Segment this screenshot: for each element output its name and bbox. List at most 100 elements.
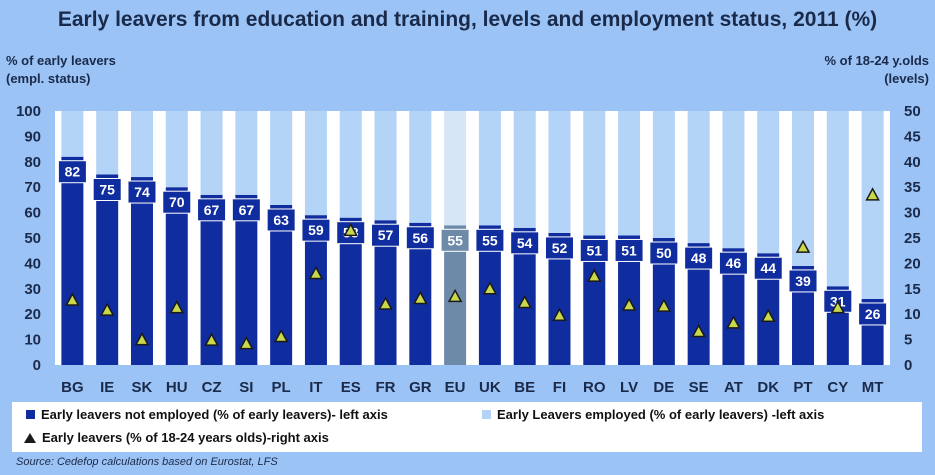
right-tick-label: 35 [904, 179, 921, 196]
bar-employed-PT [792, 111, 815, 266]
bar-not-employed-PL [270, 204, 293, 365]
source-note: Source: Cedefop calculations based on Eu… [16, 456, 278, 468]
category-label-HU: HU [166, 379, 188, 396]
category-label-AT: AT [724, 379, 743, 396]
value-label-box-RO [579, 238, 609, 262]
category-label-LV: LV [620, 379, 638, 396]
value-label-PL: 63 [273, 212, 289, 228]
value-label-GR: 56 [413, 230, 429, 246]
value-label-HU: 70 [169, 194, 185, 210]
right-tick-label: 45 [904, 128, 921, 145]
right-tick-label: 0 [904, 357, 912, 374]
bar-employed-SK [130, 111, 153, 178]
bar-employed-PL [270, 111, 293, 205]
legend-item-not-employed: Early leavers not employed (% of early l… [26, 407, 388, 422]
bar-not-employed-CZ [200, 194, 223, 365]
value-label-box-SK [127, 180, 157, 204]
left-axis-label: % of early leavers (empl. status) [6, 52, 116, 88]
category-label-IE: IE [100, 379, 114, 396]
bar-employed-DE [652, 111, 675, 238]
marker-AT [726, 315, 741, 329]
bar-employed-ES [339, 111, 362, 218]
right-tick-label: 50 [904, 103, 921, 120]
bar-employed-UK [478, 111, 501, 226]
marker-UK [482, 281, 498, 295]
category-label-BG: BG [61, 379, 84, 396]
legend-swatch-employed [482, 410, 491, 419]
right-tick-label: 20 [904, 255, 921, 272]
value-label-SI: 67 [239, 202, 255, 218]
category-label-PL: PL [272, 379, 291, 396]
category-label-ES: ES [341, 379, 361, 396]
value-label-box-HU [162, 190, 192, 214]
category-label-UK: UK [479, 379, 501, 396]
left-axis-label-line1: % of early leavers [6, 53, 116, 68]
bar-not-employed-FR [374, 220, 397, 365]
bar-not-employed-AT [722, 248, 745, 365]
bar-not-employed-RO [583, 235, 606, 365]
marker-CY [830, 300, 846, 314]
category-label-SK: SK [132, 379, 153, 396]
marker-ES [343, 222, 358, 237]
marker-CZ [204, 332, 219, 346]
bar-not-employed-IT [304, 215, 327, 365]
left-tick-label: 80 [24, 154, 41, 171]
value-label-CZ: 67 [204, 202, 220, 218]
legend: Early leavers not employed (% of early l… [12, 402, 922, 452]
right-axis-ticks: 0 5 10 15 20 25 30 35 40 45 50 [904, 103, 921, 374]
value-label-box-UK [475, 228, 505, 252]
bar-not-employed-IE [96, 174, 119, 365]
bar-employed-IE [96, 111, 119, 175]
left-tick-label: 0 [33, 357, 41, 374]
marker-SI [239, 336, 254, 350]
value-label-box-FR [371, 223, 401, 247]
bar-employed-BG [61, 111, 84, 157]
bar-employed-FI [548, 111, 571, 233]
bar-not-employed-FI [548, 232, 571, 365]
value-label-box-DK [753, 256, 783, 280]
right-tick-label: 5 [904, 332, 912, 349]
value-label-box-BG [57, 160, 87, 184]
bar-employed-CZ [200, 111, 223, 195]
value-label-box-IE [92, 178, 122, 201]
category-label-BE: BE [514, 379, 535, 396]
bar-employed-RO [583, 111, 606, 236]
right-axis-label-line1: % of 18-24 y.olds [824, 53, 929, 68]
right-axis-label-line2: (levels) [884, 71, 929, 86]
left-tick-label: 20 [24, 306, 41, 323]
value-label-box-SI [231, 198, 261, 222]
value-label-box-GR [405, 226, 435, 250]
value-label-BE: 54 [517, 235, 533, 251]
left-tick-label: 10 [24, 332, 41, 349]
bar-employed-IT [304, 111, 327, 216]
marker-MT [865, 187, 880, 201]
value-label-FR: 57 [378, 227, 394, 243]
bar-employed-DK [757, 111, 780, 254]
legend-label-levels: Early leavers (% of 18-24 years olds)-ri… [42, 430, 329, 445]
category-label-CY: CY [827, 379, 848, 396]
marker-SK [134, 332, 150, 346]
marker-EU [447, 288, 463, 303]
bar-employed-SI [235, 111, 258, 195]
value-label-FI: 52 [552, 240, 568, 256]
bars-group [61, 111, 884, 365]
bar-employed-BE [513, 111, 536, 228]
value-label-box-DE [649, 241, 679, 265]
value-label-box-CZ [197, 198, 227, 222]
right-tick-label: 30 [904, 205, 921, 222]
marker-DK [760, 308, 776, 322]
marker-IE [99, 302, 115, 316]
value-label-box-MT [858, 302, 888, 326]
value-label-MT: 26 [865, 306, 881, 322]
left-tick-label: 30 [24, 281, 41, 298]
marker-LV [621, 297, 637, 311]
value-label-DE: 50 [656, 245, 672, 261]
marker-GR [413, 290, 428, 305]
bar-employed-HU [165, 111, 188, 188]
left-tick-label: 100 [16, 103, 41, 120]
bar-not-employed-SK [130, 177, 153, 365]
chart-title: Early leavers from education and trainin… [57, 8, 878, 31]
marker-FI [552, 307, 567, 321]
bar-employed-GR [409, 111, 432, 223]
